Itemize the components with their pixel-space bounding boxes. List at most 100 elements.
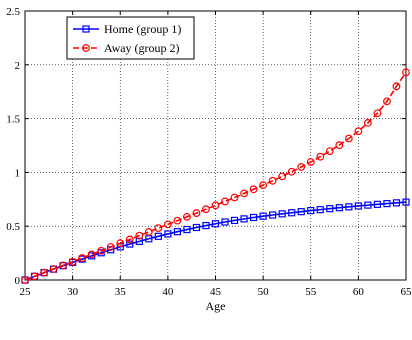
y-tick-label: 2: [15, 60, 21, 72]
data-point: [373, 109, 382, 118]
data-point: [183, 212, 191, 221]
x-tick-label: 60: [353, 286, 365, 298]
data-point: [154, 232, 162, 240]
series-1-line: [24, 201, 407, 281]
series-2: [21, 68, 410, 284]
data-point: [192, 223, 201, 232]
data-point: [21, 276, 29, 284]
data-point: [354, 202, 362, 210]
data-point: [259, 212, 267, 220]
data-point: [173, 228, 181, 236]
data-point: [230, 216, 239, 224]
data-point: [78, 254, 87, 262]
grid: [25, 11, 406, 280]
data-point: [87, 250, 96, 259]
data-point: [250, 213, 258, 222]
data-point: [402, 68, 410, 77]
legend-box: [66, 16, 195, 60]
legend-label: Away (group 2): [104, 41, 180, 55]
y-tick-label: 1.5: [6, 114, 20, 126]
data-point: [202, 221, 210, 230]
data-point: [383, 97, 391, 106]
data-point: [230, 193, 239, 202]
data-point: [126, 240, 134, 248]
data-point: [249, 185, 258, 194]
legend-item-2: Away (group 2): [73, 41, 180, 55]
x-tick-label: 65: [401, 286, 412, 298]
data-point: [59, 261, 67, 270]
data-point: [163, 220, 172, 229]
x-tick-label: 35: [115, 286, 127, 298]
x-tick-label: 25: [20, 286, 32, 298]
data-point: [202, 205, 210, 214]
data-point: [154, 224, 163, 233]
data-point: [40, 268, 48, 277]
data-point: [183, 225, 191, 234]
data-point: [269, 211, 277, 219]
legend-marker: [82, 25, 90, 33]
data-point: [49, 265, 58, 273]
data-point: [211, 201, 220, 210]
data-point: [240, 215, 248, 223]
x-tick-label: 40: [162, 286, 174, 298]
data-point: [259, 181, 268, 189]
data-point: [68, 257, 77, 266]
x-axis-label: Age: [206, 299, 226, 313]
data-point: [288, 209, 296, 217]
data-point: [268, 176, 277, 185]
data-point: [297, 163, 306, 171]
data-point: [373, 200, 382, 208]
data-point: [335, 204, 343, 212]
data-point: [221, 197, 229, 206]
data-point: [364, 119, 372, 127]
series-group: [21, 68, 410, 284]
x-tick-label: 30: [67, 286, 79, 298]
data-point: [402, 198, 410, 206]
data-point: [297, 208, 305, 216]
data-point: [164, 230, 172, 238]
y-tick-label: 0.5: [6, 221, 20, 233]
x-tick-label: 55: [305, 286, 317, 298]
data-point: [383, 200, 391, 208]
data-point: [325, 147, 334, 155]
data-point: [344, 134, 353, 143]
legend-label: Home (group 1): [104, 22, 181, 36]
data-point: [307, 206, 315, 215]
data-point: [135, 231, 144, 240]
legend-item-1: Home (group 1): [73, 22, 181, 36]
data-point: [392, 199, 401, 207]
data-point: [240, 189, 248, 198]
y-tick-label: 1: [15, 167, 21, 179]
data-point: [306, 158, 315, 166]
x-tick-label: 50: [258, 286, 270, 298]
axis-ticks: 25 30 35 40 45 50 55 60 65 0 0.5 1 1.5 2 2.5: [6, 6, 412, 298]
data-point: [364, 201, 372, 209]
data-point: [144, 228, 153, 236]
x-tick-label: 45: [210, 286, 222, 298]
legend-marker: [82, 44, 90, 52]
data-point: [211, 220, 220, 228]
data-point: [221, 218, 229, 226]
legend: Home (group 1) Away (group 2): [66, 16, 195, 60]
data-point: [125, 235, 134, 244]
data-point: [173, 216, 182, 225]
data-point: [345, 203, 353, 211]
data-point: [287, 167, 296, 176]
data-point: [97, 246, 106, 255]
data-point: [316, 152, 325, 161]
data-point: [326, 205, 334, 213]
y-tick-label: 0: [15, 275, 21, 287]
data-point: [30, 272, 39, 281]
data-point: [354, 127, 363, 136]
data-point: [106, 243, 115, 251]
series-1: [21, 198, 410, 284]
data-point: [278, 210, 286, 218]
data-point: [192, 209, 201, 217]
data-point: [278, 172, 287, 181]
data-point: [116, 239, 125, 248]
data-point: [335, 141, 344, 149]
y-tick-label: 2.5: [6, 6, 20, 18]
data-point: [392, 82, 401, 91]
data-point: [316, 206, 324, 214]
